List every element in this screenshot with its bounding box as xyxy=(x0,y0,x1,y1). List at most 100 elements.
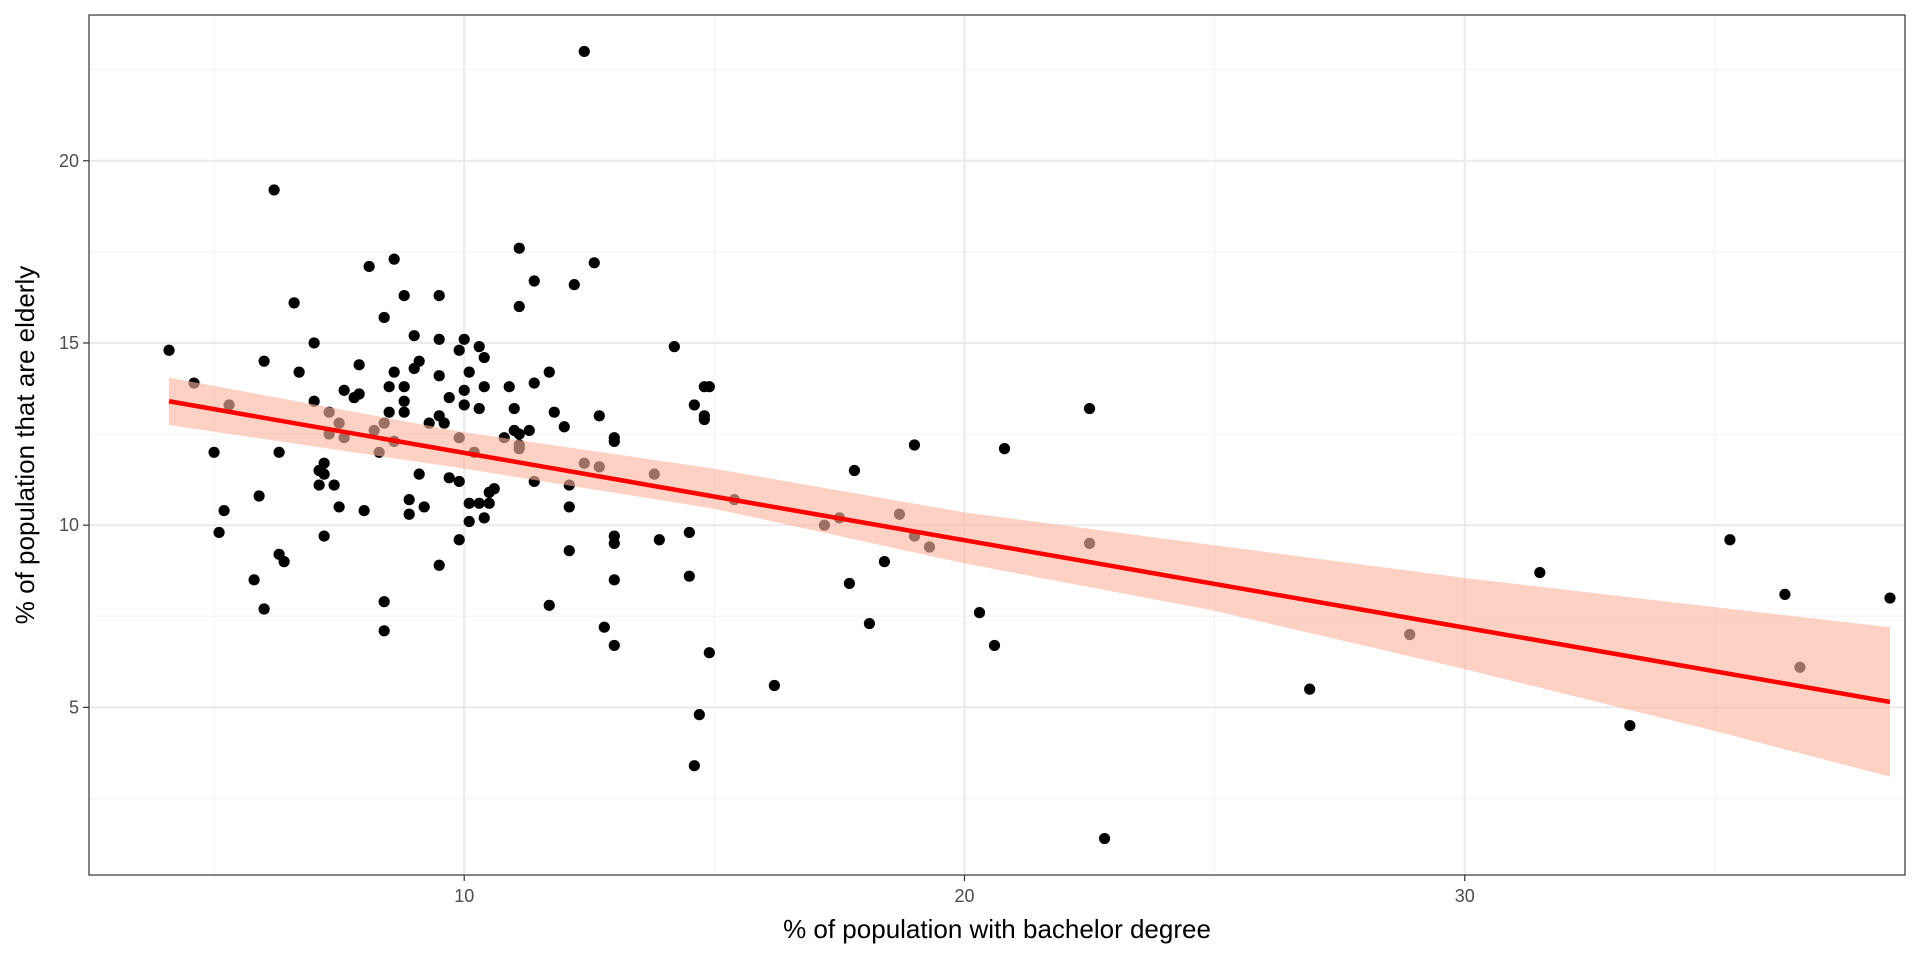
data-point xyxy=(528,377,540,389)
data-point xyxy=(218,504,230,517)
data-point xyxy=(653,534,665,546)
data-point xyxy=(288,297,300,309)
data-point xyxy=(458,333,470,345)
data-point xyxy=(308,337,320,349)
data-point xyxy=(398,395,410,407)
data-point xyxy=(388,253,400,265)
x-tick-label: 10 xyxy=(454,886,474,906)
y-tick-label: 10 xyxy=(59,515,79,535)
data-point xyxy=(433,333,445,345)
data-point xyxy=(383,406,395,418)
data-point xyxy=(268,184,280,196)
data-point xyxy=(843,577,856,590)
data-point xyxy=(413,468,425,480)
data-point xyxy=(258,603,270,615)
data-point xyxy=(358,504,370,517)
data-point xyxy=(453,344,465,356)
data-point xyxy=(998,443,1011,455)
data-point xyxy=(588,257,600,269)
data-point xyxy=(988,639,1001,652)
data-point xyxy=(473,497,485,509)
data-point xyxy=(668,341,680,353)
data-point xyxy=(608,574,620,586)
data-point xyxy=(1098,832,1111,845)
data-point xyxy=(338,384,350,396)
data-point xyxy=(378,596,390,608)
regression-line xyxy=(168,399,1891,705)
x-axis-title: % of population with bachelor degree xyxy=(783,914,1211,944)
data-point xyxy=(378,625,390,637)
data-point xyxy=(463,366,475,378)
data-point xyxy=(608,639,620,652)
data-point xyxy=(1779,588,1791,601)
data-point xyxy=(318,468,330,480)
data-point xyxy=(328,479,340,491)
axes: 10 20 30 5 10 15 20 xyxy=(59,151,1475,906)
data-point xyxy=(473,402,485,415)
data-point xyxy=(578,45,590,58)
data-point xyxy=(478,351,490,364)
data-point xyxy=(598,621,610,633)
data-point xyxy=(458,384,470,396)
data-point xyxy=(688,760,700,772)
data-point xyxy=(683,526,695,539)
data-point xyxy=(458,399,470,411)
data-point xyxy=(443,392,455,404)
data-point xyxy=(703,647,715,659)
data-point xyxy=(608,537,620,549)
data-point xyxy=(433,289,445,302)
data-point xyxy=(383,381,395,393)
data-point xyxy=(1624,719,1636,732)
x-tick-label: 30 xyxy=(1455,886,1475,906)
fit-line-layer xyxy=(168,399,1891,705)
data-point xyxy=(433,559,445,571)
data-point xyxy=(483,497,495,509)
data-point xyxy=(433,370,445,382)
data-point xyxy=(608,435,620,447)
data-point xyxy=(508,402,520,415)
data-point xyxy=(593,410,605,422)
data-point xyxy=(273,446,285,458)
x-tick-label: 20 xyxy=(954,886,974,906)
data-point xyxy=(513,242,525,254)
data-point xyxy=(473,341,485,353)
data-point xyxy=(353,388,365,400)
data-point xyxy=(543,366,555,378)
data-point xyxy=(463,497,475,509)
data-point xyxy=(318,530,330,542)
data-point xyxy=(973,607,986,619)
data-point xyxy=(878,556,891,568)
data-point xyxy=(278,556,290,568)
y-axis-title: % of population that are elderly xyxy=(10,266,40,624)
data-point xyxy=(1304,683,1316,695)
data-point xyxy=(848,464,861,477)
data-point xyxy=(213,526,225,539)
data-point xyxy=(1083,402,1096,415)
data-point xyxy=(363,260,375,273)
data-point xyxy=(408,330,420,342)
data-point xyxy=(1884,592,1896,604)
data-point xyxy=(293,366,305,378)
data-point xyxy=(693,709,705,721)
data-point xyxy=(513,300,525,313)
data-point xyxy=(513,428,525,440)
panel-border xyxy=(88,14,1906,876)
data-point xyxy=(453,534,465,546)
data-point xyxy=(403,508,415,520)
data-point xyxy=(353,359,365,371)
data-point xyxy=(488,483,500,495)
data-point xyxy=(318,457,330,469)
data-point xyxy=(478,381,490,393)
data-point xyxy=(478,512,490,524)
data-point xyxy=(768,679,780,692)
data-point xyxy=(403,494,415,506)
data-point xyxy=(453,475,465,488)
data-point xyxy=(253,490,265,502)
data-point xyxy=(863,617,876,630)
data-point xyxy=(548,406,560,418)
data-point xyxy=(683,570,695,582)
data-point xyxy=(313,479,325,491)
y-tick-label: 15 xyxy=(59,333,79,353)
data-point xyxy=(1724,534,1736,546)
